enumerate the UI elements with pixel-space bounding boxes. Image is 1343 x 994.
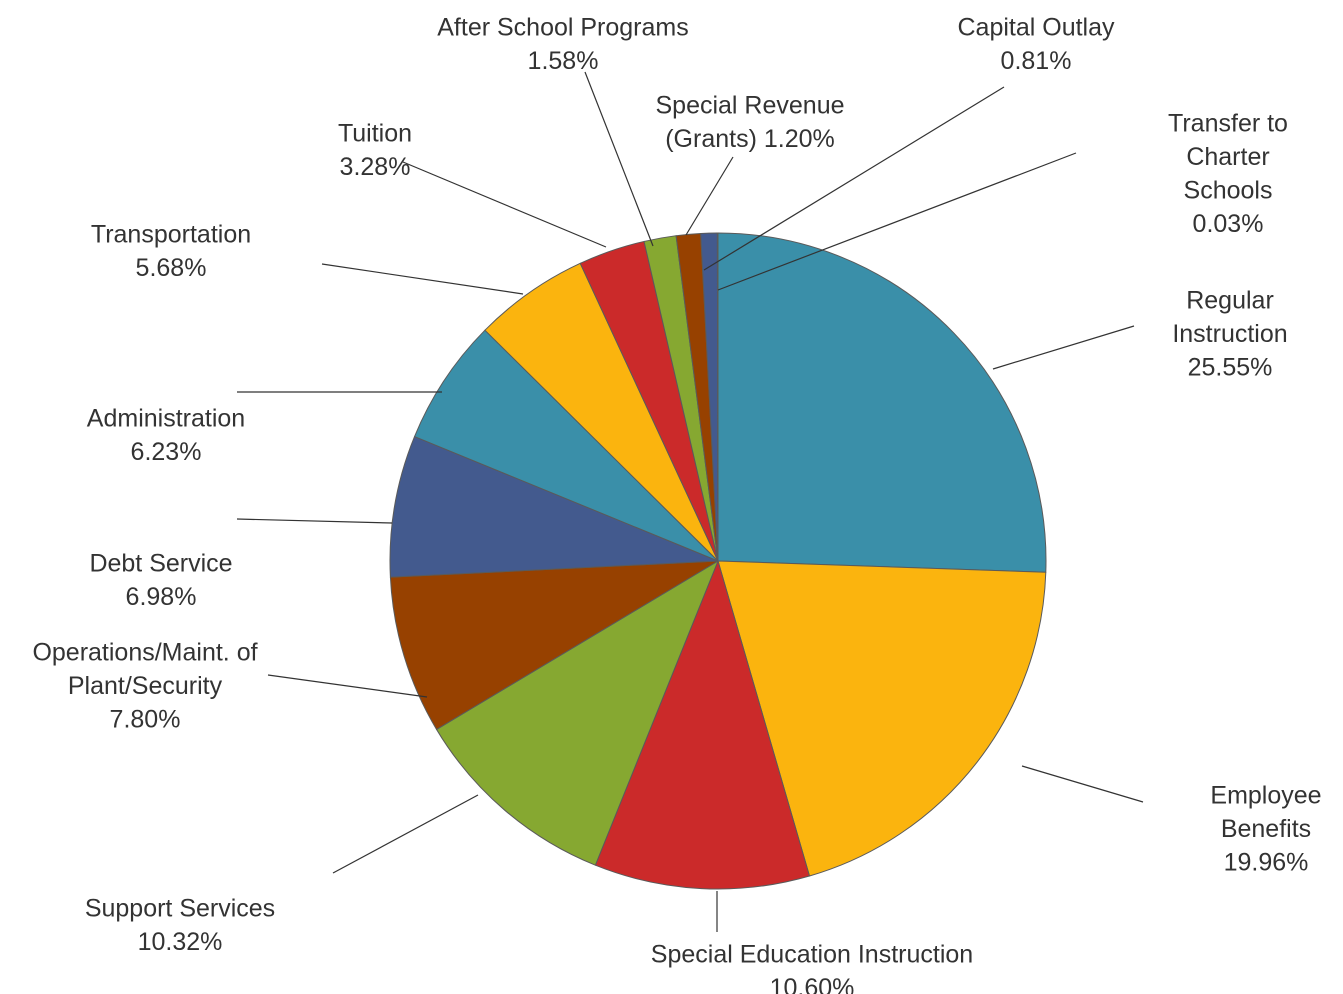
pie-slice-regular-instruction <box>717 232 1047 573</box>
slice-label: Administration 6.23% <box>87 405 245 467</box>
slice-label-line: 6.98% <box>126 583 197 611</box>
slice-label-line: 5.68% <box>136 254 207 282</box>
slice-label-line: 10.32% <box>138 928 223 956</box>
slice-label-line: 1.58% <box>528 47 599 75</box>
slice-label-line: 19.96% <box>1224 849 1309 877</box>
slice-label-line: Transfer to <box>1168 110 1288 138</box>
leader-line <box>1021 765 1144 803</box>
leader-line <box>332 794 479 874</box>
pie-slice-special-education-instruction <box>594 560 810 890</box>
slice-label-line: Regular <box>1186 287 1274 315</box>
slice-label-line: 0.81% <box>1001 47 1072 75</box>
slice-label: Special Revenue (Grants) 1.20% <box>655 92 844 154</box>
slice-label: Debt Service 6.98% <box>89 550 232 612</box>
slice-label-line: After School Programs <box>437 14 689 42</box>
slice-label: Special Education Instruction 10.60% <box>651 941 973 994</box>
slice-label-line: Charter <box>1186 143 1269 171</box>
leader-line <box>267 674 428 698</box>
slice-label-line: Schools <box>1184 177 1273 205</box>
leader-line <box>321 263 524 295</box>
slice-label: After School Programs 1.58% <box>437 14 689 76</box>
slice-label-line: Administration <box>87 405 245 433</box>
leader-line <box>992 325 1135 370</box>
slice-label-line: Transportation <box>91 221 251 249</box>
slice-label-line: (Grants) 1.20% <box>665 125 835 153</box>
slice-label-line: Instruction <box>1172 320 1287 348</box>
slice-label-line: Debt Service <box>89 550 232 578</box>
slice-label: Employee Benefits 19.96% <box>1210 782 1321 877</box>
pie-slice-administration <box>414 329 719 562</box>
pie-slice-employee-benefits <box>717 560 1047 877</box>
leader-lines <box>236 71 1144 932</box>
pie-slice-transfer-to-charter-schools <box>716 232 719 562</box>
slice-label-line: Capital Outlay <box>957 14 1115 42</box>
slice-label: Transfer to Charter Schools 0.03% <box>1168 110 1288 239</box>
slice-label-line: Special Education Instruction <box>651 941 973 969</box>
slice-label: Transportation 5.68% <box>91 221 251 283</box>
slice-label: Capital Outlay 0.81% <box>957 14 1115 76</box>
slice-label-line: 10.60% <box>770 974 855 994</box>
slice-label: Tuition 3.28% <box>338 120 412 182</box>
slice-label: Operations/Maint. of Plant/Security 7.80% <box>32 639 257 734</box>
pie-slice-support-services <box>436 560 719 866</box>
slice-label-line: Operations/Maint. of <box>32 639 257 667</box>
slice-label-line: 6.23% <box>131 438 202 466</box>
leader-line <box>703 86 1005 271</box>
slice-label-line: Support Services <box>85 895 275 923</box>
slice-label-line: Tuition <box>338 120 412 148</box>
leader-line <box>584 71 654 247</box>
slice-label-line: 7.80% <box>110 706 181 734</box>
leader-line <box>402 161 607 248</box>
leader-line <box>717 152 1077 291</box>
pie-slices <box>389 232 1047 890</box>
slice-label-line: Benefits <box>1221 815 1311 843</box>
slice-label-line: Plant/Security <box>68 672 223 700</box>
slice-label-line: 3.28% <box>340 153 411 181</box>
slice-labels: Regular Instruction 25.55% Employee Benefits… <box>32 14 1321 994</box>
slice-label-line: 25.55% <box>1188 354 1273 382</box>
pie-slice-operations-maint-of-plant-security <box>389 560 719 730</box>
pie-slice-debt-service <box>389 436 719 578</box>
leader-line <box>685 156 734 236</box>
slice-label-line: Special Revenue <box>655 92 844 120</box>
slice-label-line: Employee <box>1210 782 1321 810</box>
slice-label: Support Services 10.32% <box>85 895 275 957</box>
leader-line <box>236 518 393 524</box>
slice-label: Regular Instruction 25.55% <box>1172 287 1287 382</box>
slice-label-line: 0.03% <box>1193 210 1264 238</box>
